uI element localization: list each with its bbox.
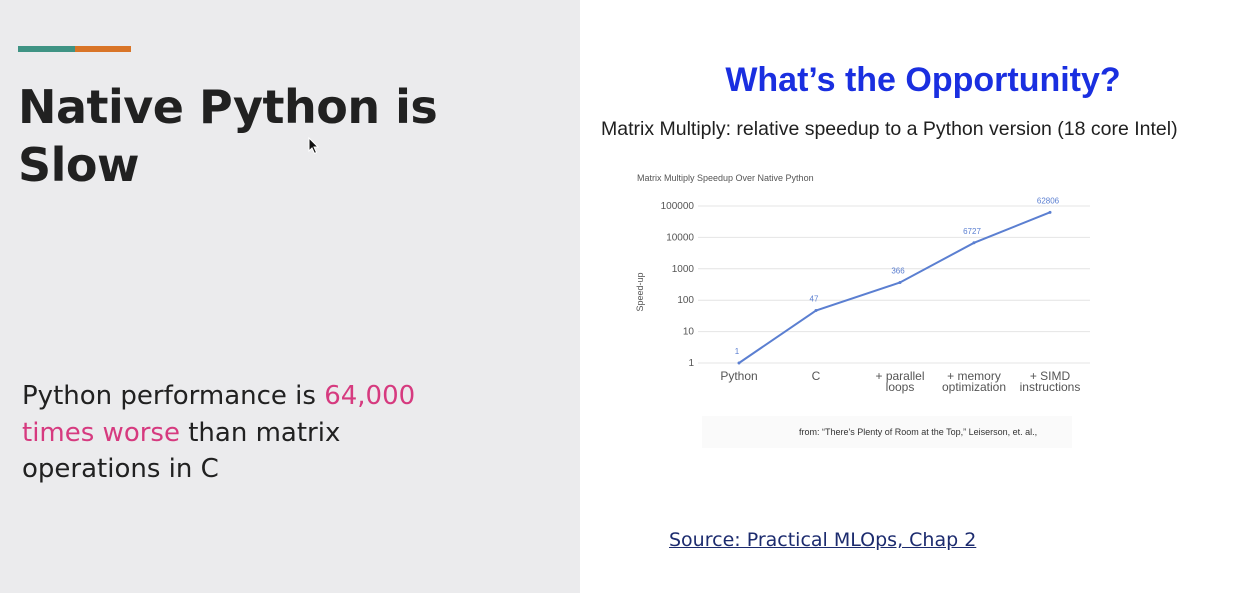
x-tick-label: C: [812, 369, 821, 383]
chart-title: Matrix Multiply Speedup Over Native Pyth…: [637, 173, 814, 183]
data-point: [898, 281, 902, 285]
slide-subtitle: Matrix Multiply: relative speedup to a P…: [601, 118, 1178, 140]
left-panel: Native Python is Slow Python performance…: [0, 0, 580, 593]
citation-strip: from: “There's Plenty of Room at the Top…: [702, 416, 1072, 448]
series-line: [738, 211, 1051, 364]
body-text: Python performance is 64,000 times worse…: [22, 378, 462, 488]
body-text-end: than matrix operations in C: [22, 417, 341, 485]
y-tick-label: 1: [688, 358, 694, 369]
accent-bar-orange: [75, 46, 131, 52]
x-tick-label: + parallel: [875, 369, 924, 383]
data-point: [1048, 210, 1052, 214]
data-label: 47: [810, 294, 819, 303]
chart-citation: from: “There's Plenty of Room at the Top…: [799, 427, 1038, 437]
body-text-start: Python performance is: [22, 381, 325, 411]
x-tick-label: optimization: [942, 380, 1006, 394]
y-tick-label: 100: [677, 295, 694, 306]
y-tick-label: 1000: [672, 264, 695, 275]
page-title: Native Python is Slow: [18, 80, 438, 192]
y-tick-label: 100000: [661, 201, 695, 212]
x-tick-label: instructions: [1020, 380, 1081, 394]
speedup-chart: Matrix Multiply Speedup Over Native Pyth…: [635, 173, 1090, 394]
data-point: [814, 308, 818, 312]
x-tick-label: Python: [720, 369, 757, 383]
data-label: 6727: [963, 227, 981, 236]
data-label: 1: [735, 347, 740, 356]
accent-bar: [18, 46, 131, 52]
mouse-pointer-icon: [308, 137, 320, 155]
y-tick-label: 10: [683, 327, 695, 338]
x-tick-label: loops: [886, 380, 915, 394]
source-link[interactable]: Source: Practical MLOps, Chap 2: [669, 529, 977, 551]
y-tick-label: 10000: [666, 232, 694, 243]
body-text-highlight: 64,000 times worse: [22, 381, 416, 448]
data-point: [737, 361, 741, 365]
y-axis-label: Speed-up: [635, 272, 645, 311]
slide-image: What’s the Opportunity? Matrix Multiply:…: [598, 60, 1237, 452]
accent-bar-teal: [18, 46, 75, 52]
data-point: [972, 241, 976, 245]
slide-heading: What’s the Opportunity?: [725, 61, 1121, 99]
x-tick-label: + memory: [947, 369, 1001, 383]
data-label: 366: [891, 267, 905, 276]
x-tick-label: + SIMD: [1030, 369, 1071, 383]
data-label: 62806: [1037, 196, 1060, 205]
